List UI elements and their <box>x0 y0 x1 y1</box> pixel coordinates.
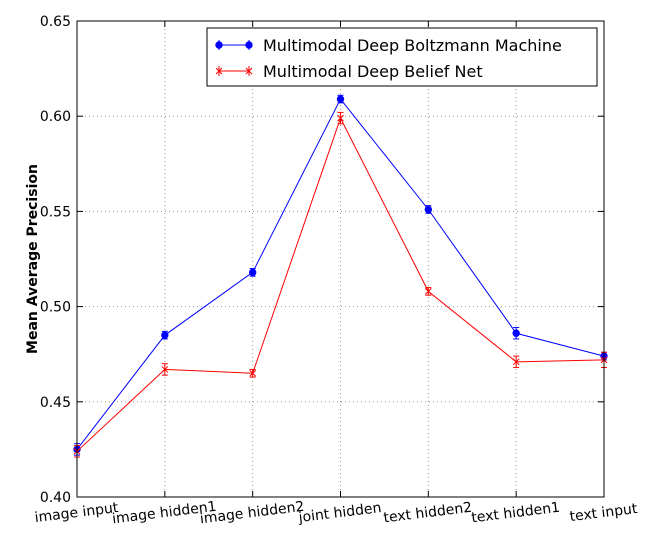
y-tick-label: 0.40 <box>40 490 71 506</box>
x-tick-label: text input <box>569 501 639 525</box>
series-2 <box>73 111 608 458</box>
data-point <box>161 366 169 373</box>
data-point <box>336 95 345 103</box>
series-layer <box>73 94 608 458</box>
data-point <box>512 358 520 366</box>
data-point <box>161 331 169 339</box>
legend-entry: Multimodal Deep Belief Net <box>215 62 483 81</box>
grid-lines <box>77 21 604 497</box>
x-tick-label: text hidden2 <box>383 500 473 527</box>
legend-label: Multimodal Deep Boltzmann Machine <box>263 36 562 55</box>
legend-entry: Multimodal Deep Boltzmann Machine <box>215 36 562 55</box>
x-tick-label: text hidden1 <box>471 500 561 527</box>
y-axis-label: Mean Average Precision <box>25 164 41 354</box>
y-tick-label: 0.45 <box>40 395 71 411</box>
data-point <box>424 288 432 295</box>
y-tick-label: 0.55 <box>40 204 71 220</box>
data-point <box>337 114 344 122</box>
legend: Multimodal Deep Boltzmann Machine Multimo… <box>206 27 598 87</box>
y-tick-label: 0.60 <box>40 109 71 125</box>
x-tick-label: joint hidden <box>297 500 383 526</box>
series-line <box>76 98 605 450</box>
legend-marker <box>245 41 253 49</box>
data-point <box>248 268 257 277</box>
legend-label: Multimodal Deep Belief Net <box>263 62 483 81</box>
legend-marker <box>245 67 253 75</box>
data-point <box>512 329 520 337</box>
y-tick-label: 0.65 <box>40 14 71 30</box>
data-point <box>424 205 433 214</box>
legend-marker <box>215 67 223 75</box>
legend-box <box>206 27 598 87</box>
legend-marker <box>215 41 223 49</box>
data-point <box>249 369 257 377</box>
y-tick-label: 0.50 <box>40 300 71 316</box>
